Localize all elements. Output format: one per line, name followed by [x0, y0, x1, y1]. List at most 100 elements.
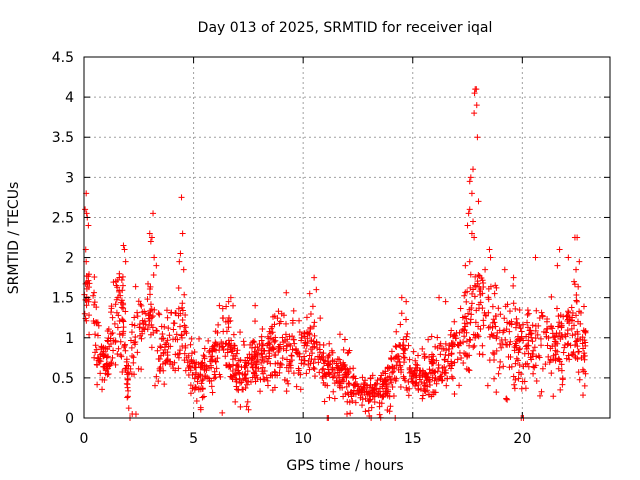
data-point [158, 323, 165, 330]
data-point [197, 371, 204, 378]
data-point [426, 382, 433, 389]
data-point [145, 280, 152, 287]
data-point [121, 342, 128, 349]
data-point [291, 340, 298, 347]
data-point [398, 310, 405, 317]
data-point [220, 328, 227, 335]
data-point [359, 402, 366, 409]
data-point [237, 380, 244, 387]
data-point [300, 361, 307, 368]
data-point [384, 386, 391, 393]
data-point [113, 296, 120, 303]
data-point [219, 409, 226, 416]
data-point [121, 344, 128, 351]
data-point [453, 330, 460, 337]
data-point [397, 383, 404, 390]
data-point [352, 399, 359, 406]
data-point [553, 330, 560, 337]
data-point [132, 283, 139, 290]
data-point [309, 303, 316, 310]
data-point [164, 356, 171, 363]
data-point [533, 377, 540, 384]
data-point [285, 368, 292, 375]
data-point [444, 358, 451, 365]
data-point [382, 377, 389, 384]
data-point [576, 308, 583, 315]
data-point [564, 341, 571, 348]
data-point [451, 391, 458, 398]
data-point [309, 350, 316, 357]
data-point [222, 353, 229, 360]
data-point [115, 345, 122, 352]
data-point [110, 347, 117, 354]
data-point [123, 356, 130, 363]
data-point [434, 334, 441, 341]
data-point [322, 381, 329, 388]
data-point [118, 297, 125, 304]
data-point [330, 388, 337, 395]
data-point [493, 389, 500, 396]
data-point [425, 336, 432, 343]
data-point [232, 398, 239, 405]
data-point [360, 380, 367, 387]
data-point [211, 371, 218, 378]
data-point [173, 331, 180, 338]
data-point [214, 355, 221, 362]
data-point [316, 341, 323, 348]
data-point [257, 388, 264, 395]
data-point [576, 376, 583, 383]
data-point [469, 290, 476, 297]
data-point [581, 382, 588, 389]
data-point [177, 310, 184, 317]
data-point [112, 301, 119, 308]
data-point [471, 293, 478, 300]
y-tick-label: 0.5 [52, 371, 74, 387]
data-point [465, 210, 472, 217]
data-point [468, 230, 475, 237]
data-point [326, 351, 333, 358]
data-point [170, 326, 177, 333]
data-point [405, 378, 412, 385]
data-point [184, 359, 191, 366]
data-point [456, 349, 463, 356]
data-point [149, 324, 156, 331]
data-point [580, 303, 587, 310]
y-tick-label: 2.5 [52, 210, 74, 226]
data-point [205, 337, 212, 344]
data-point [187, 390, 194, 397]
data-point [197, 364, 204, 371]
data-point [496, 364, 503, 371]
data-point [463, 298, 470, 305]
data-point [230, 331, 237, 338]
data-point [269, 344, 276, 351]
data-point [466, 342, 473, 349]
y-tick-label: 3.5 [52, 130, 74, 146]
data-point [116, 274, 123, 281]
data-point [574, 234, 581, 241]
data-point [170, 365, 177, 372]
data-point [176, 258, 183, 265]
data-point [129, 410, 136, 417]
data-point [301, 333, 308, 340]
data-point [412, 357, 419, 364]
data-point [274, 315, 281, 322]
data-point [237, 357, 244, 364]
data-point [98, 350, 105, 357]
data-point [122, 365, 129, 372]
data-point [416, 376, 423, 383]
data-point [137, 332, 144, 339]
data-point [493, 284, 500, 291]
data-point [177, 347, 184, 354]
data-point [568, 304, 575, 311]
data-point [122, 258, 129, 265]
data-point [393, 344, 400, 351]
data-point [504, 319, 511, 326]
data-point [523, 333, 530, 340]
data-point [269, 372, 276, 379]
data-point [119, 282, 126, 289]
data-point [496, 327, 503, 334]
data-point [227, 294, 234, 301]
data-point [124, 384, 131, 391]
data-point [160, 350, 167, 357]
data-point [559, 381, 566, 388]
